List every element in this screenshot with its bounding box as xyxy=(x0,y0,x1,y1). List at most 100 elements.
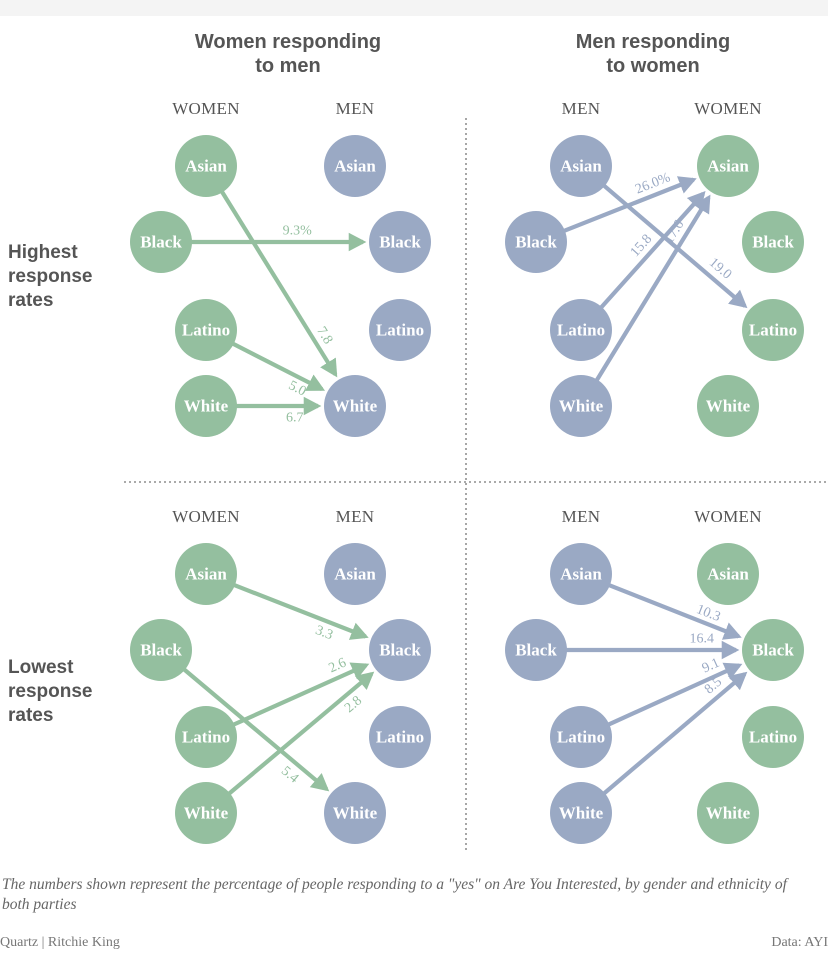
flow-value-latino-to-white: 5.0 xyxy=(286,378,308,399)
women-black-node: Black xyxy=(130,211,192,273)
women-black-label: Black xyxy=(752,233,794,252)
men-latino-node: Latino xyxy=(369,299,431,361)
flow-value-black-to-black: 16.4 xyxy=(690,632,715,647)
women-latino-label: Latino xyxy=(749,728,797,747)
men-white-node: White xyxy=(550,782,612,844)
men-asian-node: Asian xyxy=(550,543,612,605)
women-asian-node: Asian xyxy=(175,543,237,605)
men-white-node: White xyxy=(550,375,612,437)
column-title-women-line2: to men xyxy=(255,55,321,77)
panel-heading-left: MEN xyxy=(562,507,601,526)
response-rate-diagram: Women responding to men Men responding t… xyxy=(8,31,828,852)
panel-0-0: WOMEN MEN Asian Black Latino White Asian Black L… xyxy=(130,99,431,437)
women-white-node: White xyxy=(697,782,759,844)
women-white-node: White xyxy=(697,375,759,437)
women-black-node: Black xyxy=(742,211,804,273)
women-black-circle xyxy=(742,211,804,273)
men-black-node: Black xyxy=(369,211,431,273)
men-latino-label: Latino xyxy=(557,728,605,747)
flow-arrow-latino-to-white xyxy=(230,341,326,392)
panel-heading-left: MEN xyxy=(562,99,601,118)
men-white-circle xyxy=(324,782,386,844)
men-latino-node: Latino xyxy=(550,706,612,768)
flow-arrow-black-to-white xyxy=(181,667,330,792)
men-asian-node: Asian xyxy=(550,135,612,197)
women-white-label: White xyxy=(184,397,229,416)
flow-value-white-to-white: 6.7 xyxy=(286,411,304,426)
row-label-lowest-line3: rates xyxy=(8,705,53,726)
panel-heading-right: MEN xyxy=(336,507,375,526)
men-white-circle xyxy=(550,375,612,437)
women-white-circle xyxy=(175,375,237,437)
panel-0-1: MEN WOMEN Asian Black Latino White Asian Black L… xyxy=(505,99,804,437)
column-title-women-line1: Women responding xyxy=(195,31,381,53)
column-titles: Women responding to men Men responding t… xyxy=(195,31,730,77)
panel-heading-left: WOMEN xyxy=(172,507,240,526)
men-asian-circle xyxy=(324,135,386,197)
women-white-label: White xyxy=(706,397,751,416)
men-latino-label: Latino xyxy=(376,728,424,747)
footnote: The numbers shown represent the percenta… xyxy=(2,876,787,913)
row-label-lowest-line1: Lowest xyxy=(8,657,74,678)
women-black-circle xyxy=(130,619,192,681)
men-black-node: Black xyxy=(505,211,567,273)
women-white-node: White xyxy=(175,375,237,437)
flow-arrow-asian-to-black xyxy=(607,582,742,640)
men-black-label: Black xyxy=(515,233,557,252)
women-asian-label: Asian xyxy=(707,565,749,584)
men-asian-node: Asian xyxy=(324,135,386,197)
women-black-label: Black xyxy=(752,641,794,660)
men-latino-circle xyxy=(369,299,431,361)
men-black-circle xyxy=(369,211,431,273)
women-white-circle xyxy=(175,782,237,844)
top-bar xyxy=(0,0,828,16)
data-source: Data: AYI xyxy=(771,935,828,950)
women-latino-label: Latino xyxy=(182,321,230,340)
men-white-label: White xyxy=(559,804,604,823)
men-white-circle xyxy=(324,375,386,437)
women-asian-label: Asian xyxy=(185,157,227,176)
men-white-node: White xyxy=(324,782,386,844)
men-black-circle xyxy=(369,619,431,681)
women-white-label: White xyxy=(184,804,229,823)
row-label-highest-line1: Highest xyxy=(8,242,78,263)
men-black-circle xyxy=(505,619,567,681)
women-latino-node: Latino xyxy=(742,299,804,361)
women-latino-circle xyxy=(742,706,804,768)
women-latino-node: Latino xyxy=(175,299,237,361)
men-white-label: White xyxy=(333,397,378,416)
women-asian-node: Asian xyxy=(697,543,759,605)
men-asian-label: Asian xyxy=(560,565,602,584)
women-white-circle xyxy=(697,375,759,437)
panel-heading-left: WOMEN xyxy=(172,99,240,118)
flow-value-latino-to-black: 9.1 xyxy=(700,656,722,677)
men-black-circle xyxy=(505,211,567,273)
row-labels: Highest response rates Lowest response r… xyxy=(8,242,92,726)
women-white-label: White xyxy=(706,804,751,823)
women-latino-node: Latino xyxy=(742,706,804,768)
row-label-highest-line2: response xyxy=(8,266,92,287)
credit: Quartz | Ritchie King xyxy=(0,935,120,950)
women-black-node: Black xyxy=(130,619,192,681)
women-latino-circle xyxy=(742,299,804,361)
men-latino-node: Latino xyxy=(369,706,431,768)
women-asian-circle xyxy=(175,135,237,197)
panel-heading-right: WOMEN xyxy=(694,507,762,526)
men-white-node: White xyxy=(324,375,386,437)
flow-value-latino-to-black: 2.6 xyxy=(327,655,349,676)
men-latino-circle xyxy=(550,706,612,768)
flow-arrow-asian-to-latino xyxy=(601,183,748,309)
column-title-men-line1: Men responding xyxy=(576,31,730,53)
flow-arrow-white-to-asian xyxy=(594,194,711,383)
women-latino-node: Latino xyxy=(175,706,237,768)
men-latino-label: Latino xyxy=(557,321,605,340)
women-black-circle xyxy=(742,619,804,681)
men-asian-node: Asian xyxy=(324,543,386,605)
flow-arrow-white-to-black xyxy=(226,671,375,796)
flow-value-latino-to-asian: 15.8 xyxy=(628,232,656,260)
men-latino-node: Latino xyxy=(550,299,612,361)
men-black-node: Black xyxy=(505,619,567,681)
women-latino-label: Latino xyxy=(182,728,230,747)
men-asian-circle xyxy=(550,543,612,605)
flow-arrow-asian-to-white xyxy=(219,189,338,378)
